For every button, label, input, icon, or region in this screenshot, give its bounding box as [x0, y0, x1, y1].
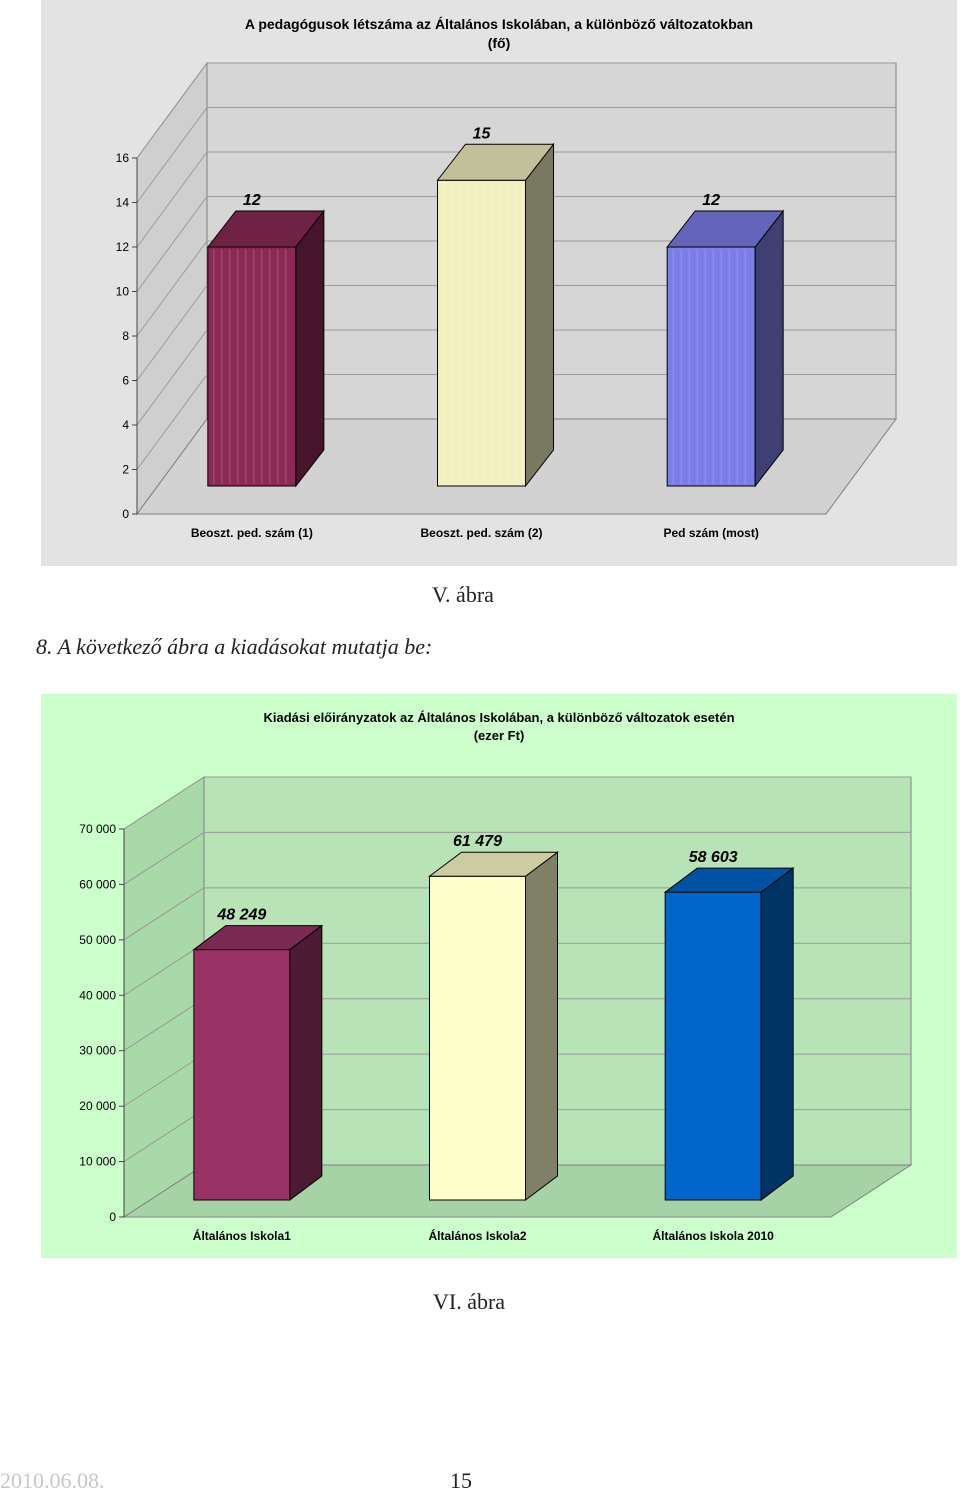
y-tick-label: 16 [116, 151, 130, 165]
bar-side [760, 867, 794, 1201]
x-category-label: Általános Iskola2 [428, 1228, 526, 1243]
y-tick-label: 40 000 [79, 988, 116, 1002]
y-tick-label: 0 [122, 507, 129, 521]
gridline-side [123, 776, 205, 830]
bar-front [207, 246, 297, 487]
data-label: 12 [702, 192, 720, 209]
bar-top [436, 143, 555, 181]
y-tick-label: 6 [122, 374, 129, 388]
y-tick-label: 30 000 [79, 1044, 116, 1058]
bar-side [289, 924, 323, 1201]
y-tick-label: 2 [122, 463, 129, 477]
bar-top [666, 210, 785, 248]
y-tick-label: 8 [122, 329, 129, 343]
gridline-side [136, 285, 208, 381]
x-category-label: Általános Iskola 2010 [652, 1228, 774, 1243]
chart-expenditure: Kiadási előirányzatok az Általános Iskol… [41, 694, 957, 1258]
section-heading: 8. A következő ábra a kiadásokat mutatja… [36, 634, 433, 659]
figure-caption-5: V. ábra [432, 582, 494, 607]
y-tick-label: 60 000 [79, 877, 116, 891]
chart1-title: A pedagógusok létszáma az Általános Isko… [41, 15, 957, 53]
gridline-side [123, 832, 205, 885]
x-category-label: Ped szám (most) [663, 526, 758, 540]
x-category-label: Beoszt. ped. szám (2) [420, 526, 542, 540]
chart2-title: Kiadási előirányzatok az Általános Iskol… [41, 709, 957, 745]
chart-teacher-headcount: A pedagógusok létszáma az Általános Isko… [41, 0, 957, 566]
y-tick-label: 14 [116, 196, 130, 210]
bar-front [429, 875, 526, 1201]
footer-date: 2010.06.08. [0, 1468, 105, 1493]
bar-side [525, 142, 554, 488]
data-label: 15 [473, 125, 492, 142]
gridline-side [123, 942, 205, 996]
x-category-label: Általános Iskola1 [193, 1228, 291, 1243]
y-tick-label: 70 000 [79, 822, 116, 836]
gridline-side [136, 329, 208, 426]
chart1-title-line2: (fő) [487, 35, 511, 51]
gridline-side [136, 151, 208, 248]
bar-front [664, 891, 762, 1201]
gridline-side [136, 107, 208, 203]
gridline-side [123, 887, 205, 941]
y-tick-label: 4 [122, 418, 129, 432]
data-label: 58 603 [689, 849, 738, 866]
bar-side [295, 209, 325, 488]
x-category-label: Beoszt. ped. szám (1) [191, 526, 313, 540]
gridline-side [136, 196, 208, 292]
gridline-side [123, 1109, 205, 1162]
bar-top [206, 210, 325, 248]
y-tick-label: 0 [109, 1210, 116, 1224]
bar-front [193, 949, 291, 1201]
gridline-side [123, 1053, 205, 1107]
chart1-title-line1: A pedagógusok létszáma az Általános Isko… [244, 16, 754, 32]
page-number: 15 [450, 1468, 472, 1493]
chart2-title-line2: (ezer Ft) [473, 728, 525, 743]
bar-front [437, 179, 526, 487]
y-tick-label: 20 000 [79, 1099, 116, 1113]
y-tick-label: 50 000 [79, 933, 116, 947]
gridline-side [136, 374, 208, 470]
data-label: 12 [243, 192, 261, 209]
y-tick-label: 10 000 [79, 1155, 116, 1169]
bar-side [525, 851, 558, 1201]
gridline-side [123, 998, 205, 1052]
chart2-title-line1: Kiadási előirányzatok az Általános Iskol… [263, 710, 735, 725]
bar-front [666, 246, 756, 487]
chart1-plot: 0 2 4 6 8 10 12 14 16 12 Beoszt. ped. szám (1) 15 Be… [116, 61, 897, 540]
y-tick-label: 12 [116, 240, 130, 254]
y-tick-label: 10 [116, 285, 130, 299]
gridline-side [136, 62, 208, 159]
data-label: 61 479 [453, 833, 502, 850]
bar-top [192, 925, 324, 951]
bar-top [663, 867, 795, 893]
data-label: 48 249 [216, 907, 266, 924]
chart2-plot: 0 10 000 20 000 30 000 40 000 50 000 60 000 70 … [79, 776, 913, 1243]
bar-side [754, 209, 784, 488]
figure-caption-6: VI. ábra [433, 1289, 506, 1314]
side-wall [123, 776, 205, 1218]
bar-top [428, 851, 559, 877]
gridline-side [136, 240, 208, 337]
